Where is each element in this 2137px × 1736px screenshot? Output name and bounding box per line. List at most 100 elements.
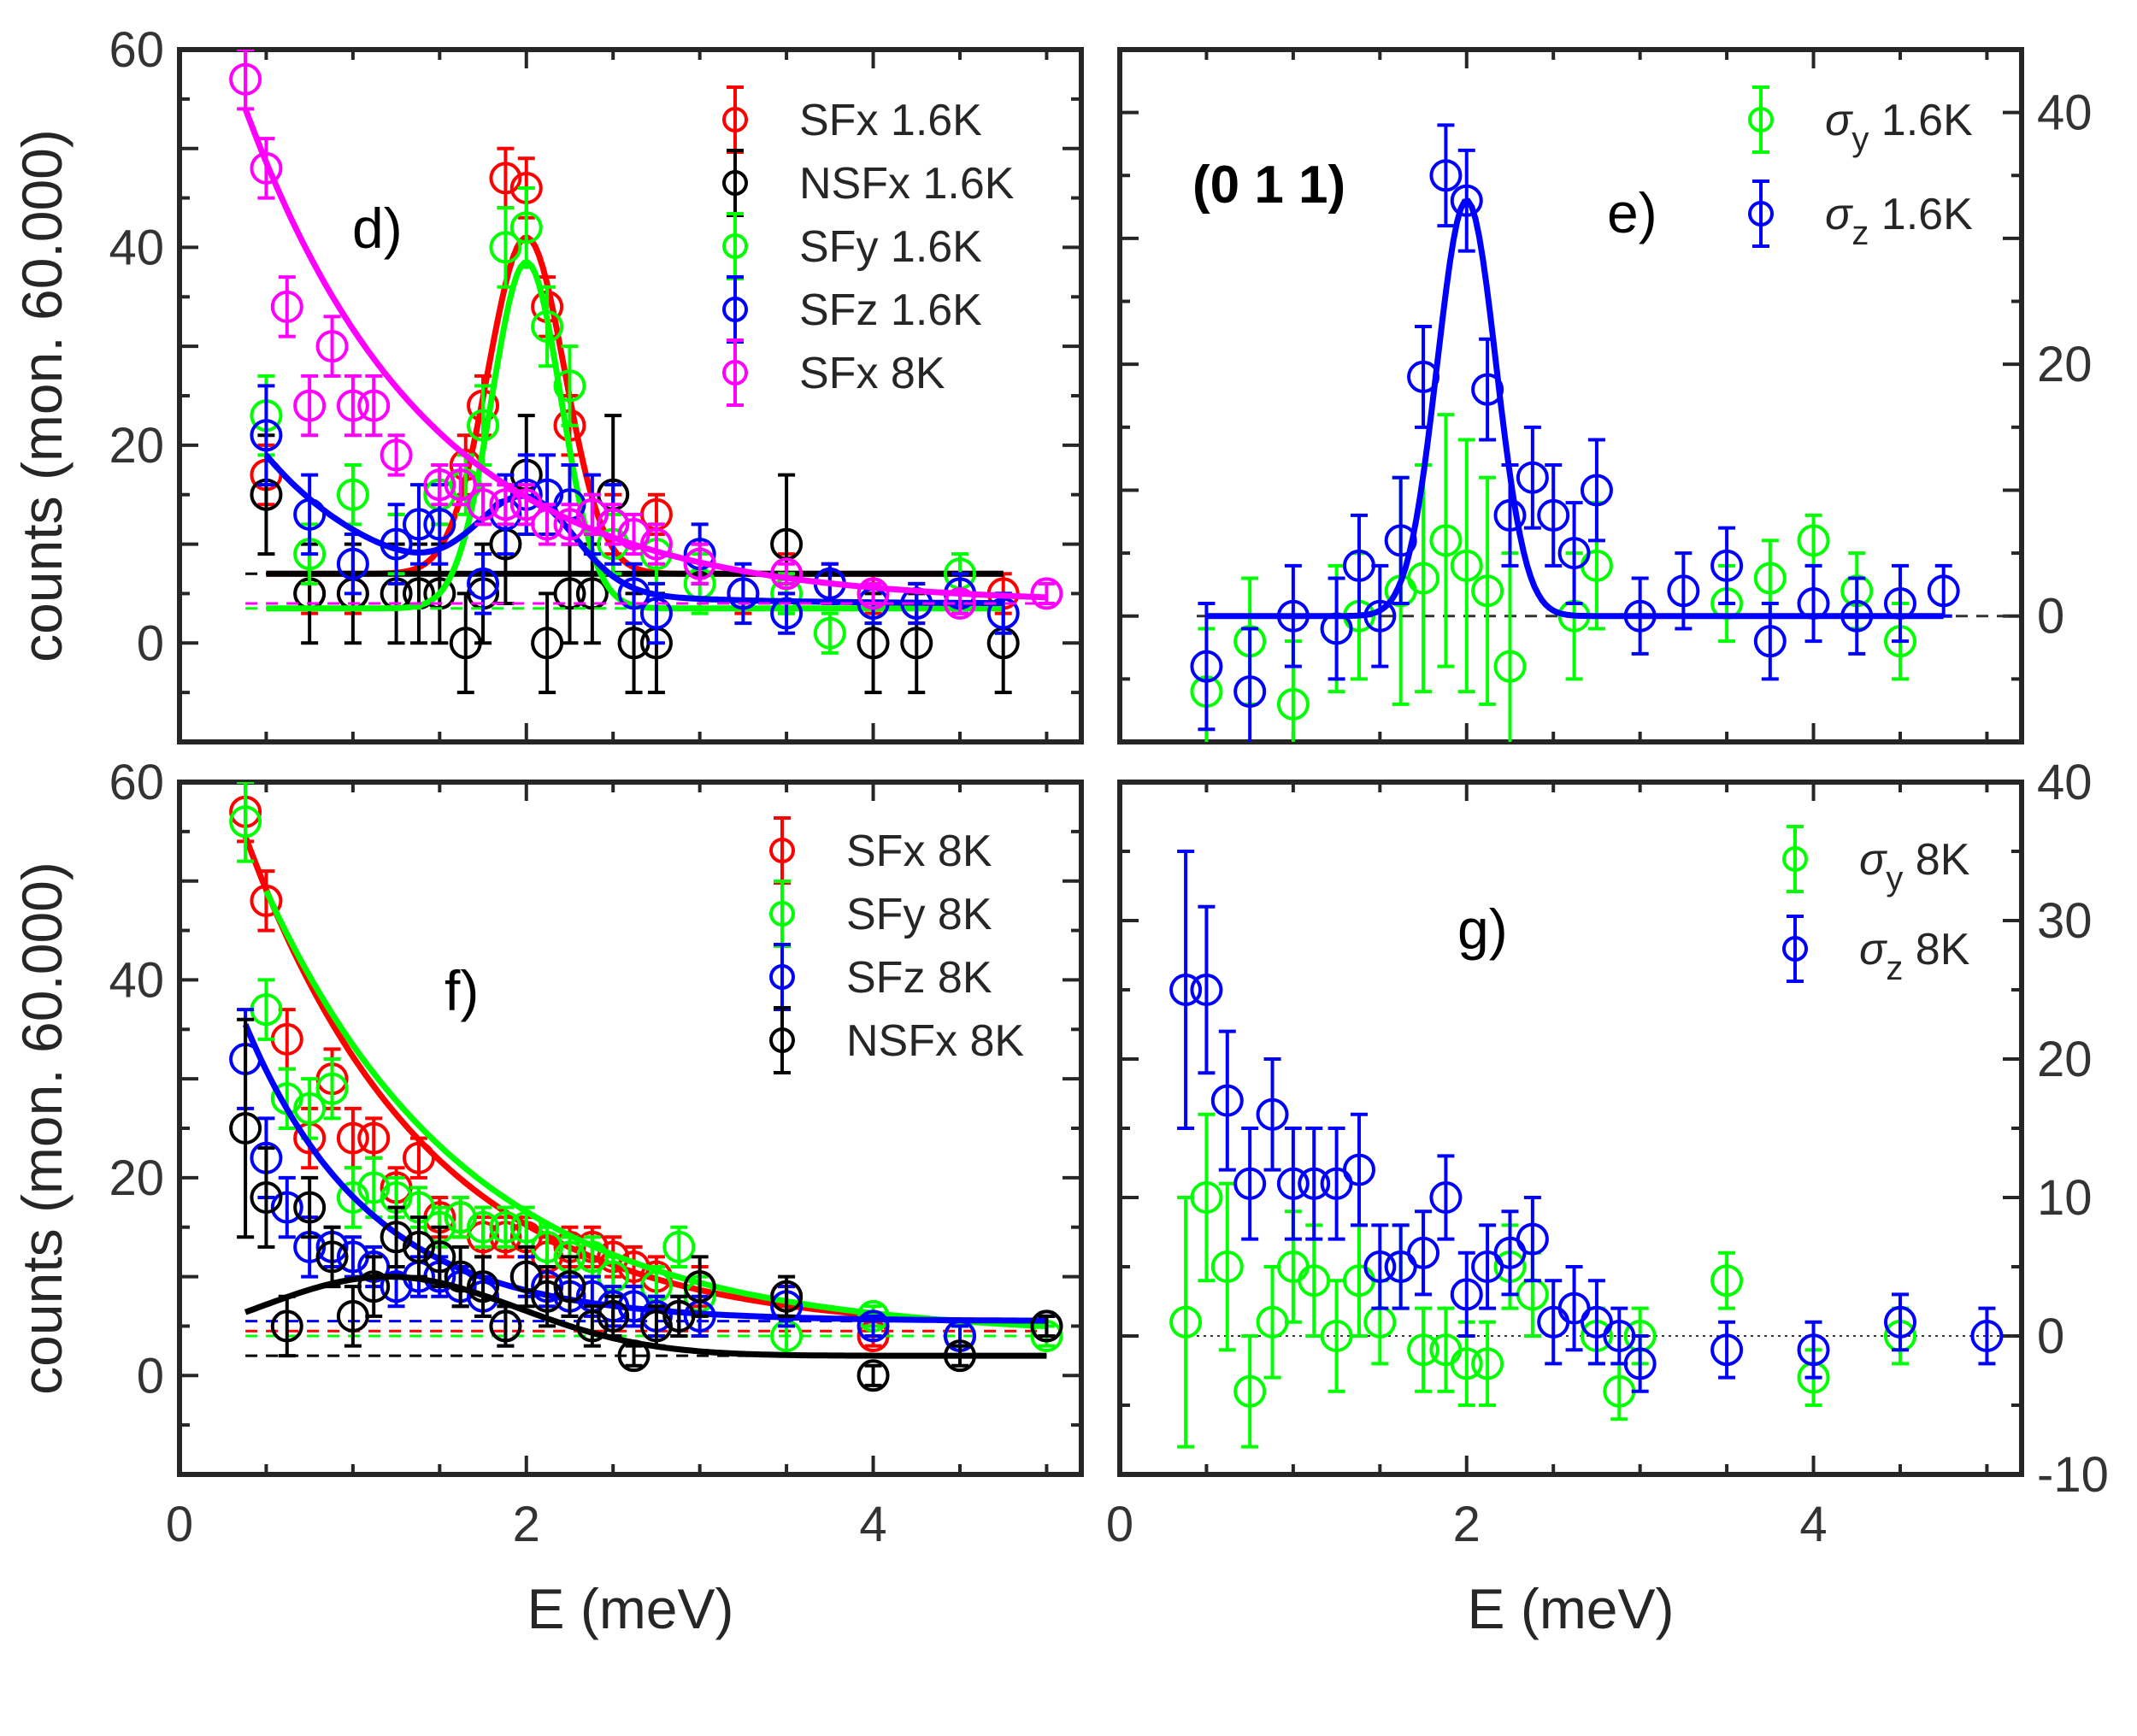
data-point (1233, 1167, 1267, 1200)
data-point (617, 577, 651, 610)
data-point (1883, 1305, 1916, 1339)
x-axis-label: E (meV) (527, 1577, 733, 1640)
legend: SFx 8K SFy 8K SFz 8K NSFx 8K (769, 816, 1024, 1074)
data-point (1030, 577, 1063, 610)
data-point (1276, 1167, 1310, 1200)
data-point (315, 1072, 349, 1105)
data-point (770, 597, 804, 630)
data-point (531, 508, 564, 541)
data-point (270, 1191, 303, 1224)
panel-label: f) (444, 959, 479, 1022)
data-point (357, 1171, 391, 1204)
panel-label: e) (1607, 181, 1657, 244)
legend-marker (769, 901, 795, 927)
data-point (662, 1230, 696, 1263)
series-sfy-8k (229, 782, 1063, 1358)
data-point (467, 488, 500, 521)
data-point (1429, 1181, 1463, 1214)
x-tick-label: 0 (166, 1497, 193, 1552)
plot-area (229, 50, 1063, 695)
y-tick-label: 40 (109, 220, 164, 275)
data-point (250, 884, 283, 917)
data-point (357, 1270, 391, 1303)
panel-d: 60 40 20 0 counts (mon. 60.000) SFx 1.6K NSFx … (10, 22, 1084, 744)
data-point (1407, 562, 1440, 595)
data-point (1429, 524, 1463, 557)
y-tick-label: 60 (109, 755, 164, 810)
legend-marker (722, 360, 748, 385)
y-tick-label: 0 (137, 1348, 164, 1404)
data-point (553, 369, 586, 403)
data-point (293, 1092, 327, 1125)
data-point (575, 1309, 609, 1343)
data-point (1384, 524, 1417, 557)
data-point (270, 290, 303, 323)
data-point (1493, 498, 1527, 532)
x-ticks (178, 782, 1049, 1474)
data-point (1210, 1084, 1244, 1117)
y-tick-label: 20 (109, 1150, 164, 1206)
legend-marker (769, 1027, 795, 1053)
reflection-annotation: (0 1 1) (1192, 156, 1345, 215)
data-point (336, 1121, 369, 1155)
data-point (1623, 1347, 1657, 1380)
x-tick-label: 4 (1799, 1497, 1827, 1552)
x-tick-label: 2 (1453, 1497, 1481, 1552)
data-point (1537, 498, 1570, 532)
data-point (617, 1339, 651, 1373)
x-tick-label: 4 (859, 1497, 886, 1552)
data-point (380, 438, 413, 472)
data-point (1797, 1333, 1830, 1367)
legend-entry-label: NSFx 1.6K (799, 159, 1015, 209)
data-point (357, 1121, 391, 1155)
data-point (270, 1309, 303, 1343)
plot-area (229, 782, 1063, 1392)
data-point (293, 389, 327, 422)
data-point (770, 557, 804, 591)
data-point (1450, 184, 1483, 217)
data-point (1363, 1251, 1397, 1283)
data-point (553, 577, 586, 610)
data-point (1797, 524, 1830, 557)
y-tick-label: 60 (109, 22, 164, 78)
data-point (229, 1112, 262, 1145)
data-point (315, 330, 349, 363)
data-point (1429, 159, 1463, 192)
y-tick-label: 0 (2037, 589, 2064, 644)
panel-g: 40 30 20 10 0 -10 0 2 4 E (meV) σy 8K σz 8K g) (1106, 755, 2109, 1640)
data-point (423, 508, 456, 541)
data-point (1320, 612, 1353, 645)
y-ticks (1120, 780, 2022, 1476)
data-point (1883, 587, 1916, 620)
data-point (597, 1299, 630, 1333)
data-point (489, 231, 522, 264)
data-point (1030, 1309, 1063, 1343)
data-point (1623, 599, 1657, 633)
data-point (509, 211, 543, 244)
data-point (1753, 625, 1787, 658)
y-tick-label: 40 (2037, 755, 2093, 810)
data-point (1797, 587, 1830, 620)
data-point (617, 518, 651, 550)
data-point (575, 497, 609, 531)
legend-entry-label: SFx 8K (846, 827, 992, 876)
data-point (250, 151, 283, 185)
legend-entry-label: SFy 1.6K (799, 222, 982, 272)
data-point (336, 1181, 369, 1214)
y-ticks (180, 780, 1081, 1476)
y-tick-label: 20 (2037, 337, 2093, 392)
series-sfx-8k (229, 50, 1063, 620)
panel-label: g) (1457, 897, 1508, 961)
x-ticks (178, 50, 1049, 742)
data-point (531, 310, 564, 343)
data-point (1210, 1251, 1244, 1283)
data-point (683, 547, 716, 580)
data-point (1276, 687, 1310, 721)
legend-entry-label: σz 1.6K (1825, 190, 1973, 252)
series--z-1-6k (1190, 123, 1960, 742)
data-point (250, 1181, 283, 1214)
data-point (683, 1270, 716, 1303)
x-ticks (1118, 782, 1989, 1474)
legend-entry-label: SFz 8K (846, 953, 992, 1003)
